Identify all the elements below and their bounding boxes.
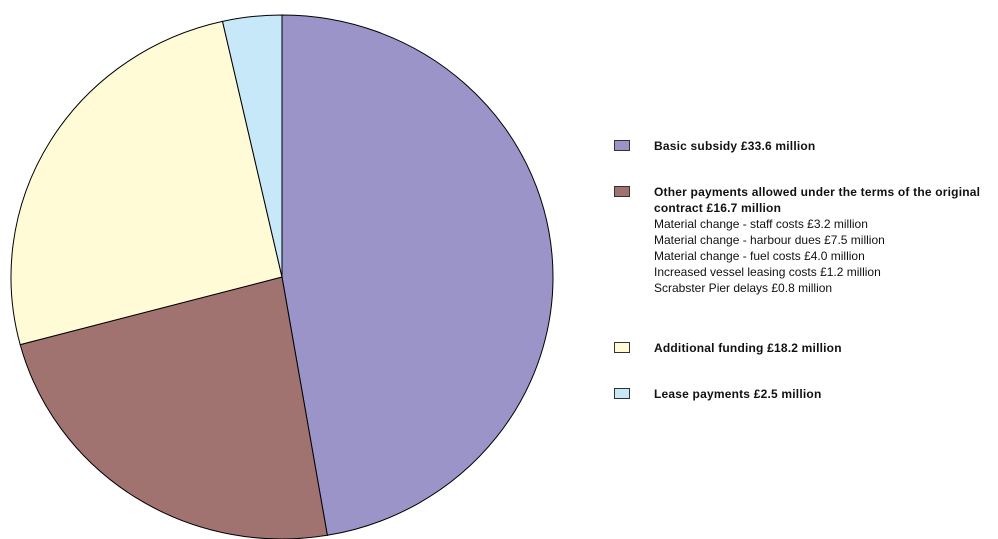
legend-detail: Material change - fuel costs £4.0 millio…	[654, 249, 865, 263]
legend-detail: Material change - staff costs £3.2 milli…	[654, 217, 868, 231]
legend-label: Lease payments £2.5 million	[654, 387, 822, 401]
legend-entry: Basic subsidy £33.6 million	[614, 138, 998, 154]
legend-text: Lease payments £2.5 million	[654, 386, 984, 402]
legend-label: Basic subsidy £33.6 million	[654, 139, 816, 153]
legend-text: Other payments allowed under the terms o…	[654, 184, 984, 296]
legend-swatch	[614, 388, 630, 399]
legend-swatch	[614, 342, 630, 353]
legend-detail: Scrabster Pier delays £0.8 million	[654, 281, 833, 295]
legend-swatch	[614, 186, 630, 197]
pie-slice	[281, 14, 554, 536]
legend-label: Other payments allowed under the terms o…	[654, 185, 981, 215]
legend-label: Additional funding £18.2 million	[654, 341, 842, 355]
legend-text: Additional funding £18.2 million	[654, 340, 984, 356]
pie-slice	[10, 20, 283, 346]
legend-entry: Additional funding £18.2 million	[614, 340, 998, 356]
pie-chart	[10, 14, 554, 539]
legend-detail: Material change - harbour dues £7.5 mill…	[654, 233, 885, 247]
legend-swatch	[614, 140, 630, 151]
pie-slice	[221, 14, 283, 278]
legend-text: Basic subsidy £33.6 million	[654, 138, 984, 154]
legend-detail: Increased vessel leasing costs £1.2 mill…	[654, 265, 881, 279]
legend: Basic subsidy £33.6 million Other payment…	[614, 138, 998, 432]
legend-entry: Lease payments £2.5 million	[614, 386, 998, 402]
legend-entry: Other payments allowed under the terms o…	[614, 184, 998, 296]
